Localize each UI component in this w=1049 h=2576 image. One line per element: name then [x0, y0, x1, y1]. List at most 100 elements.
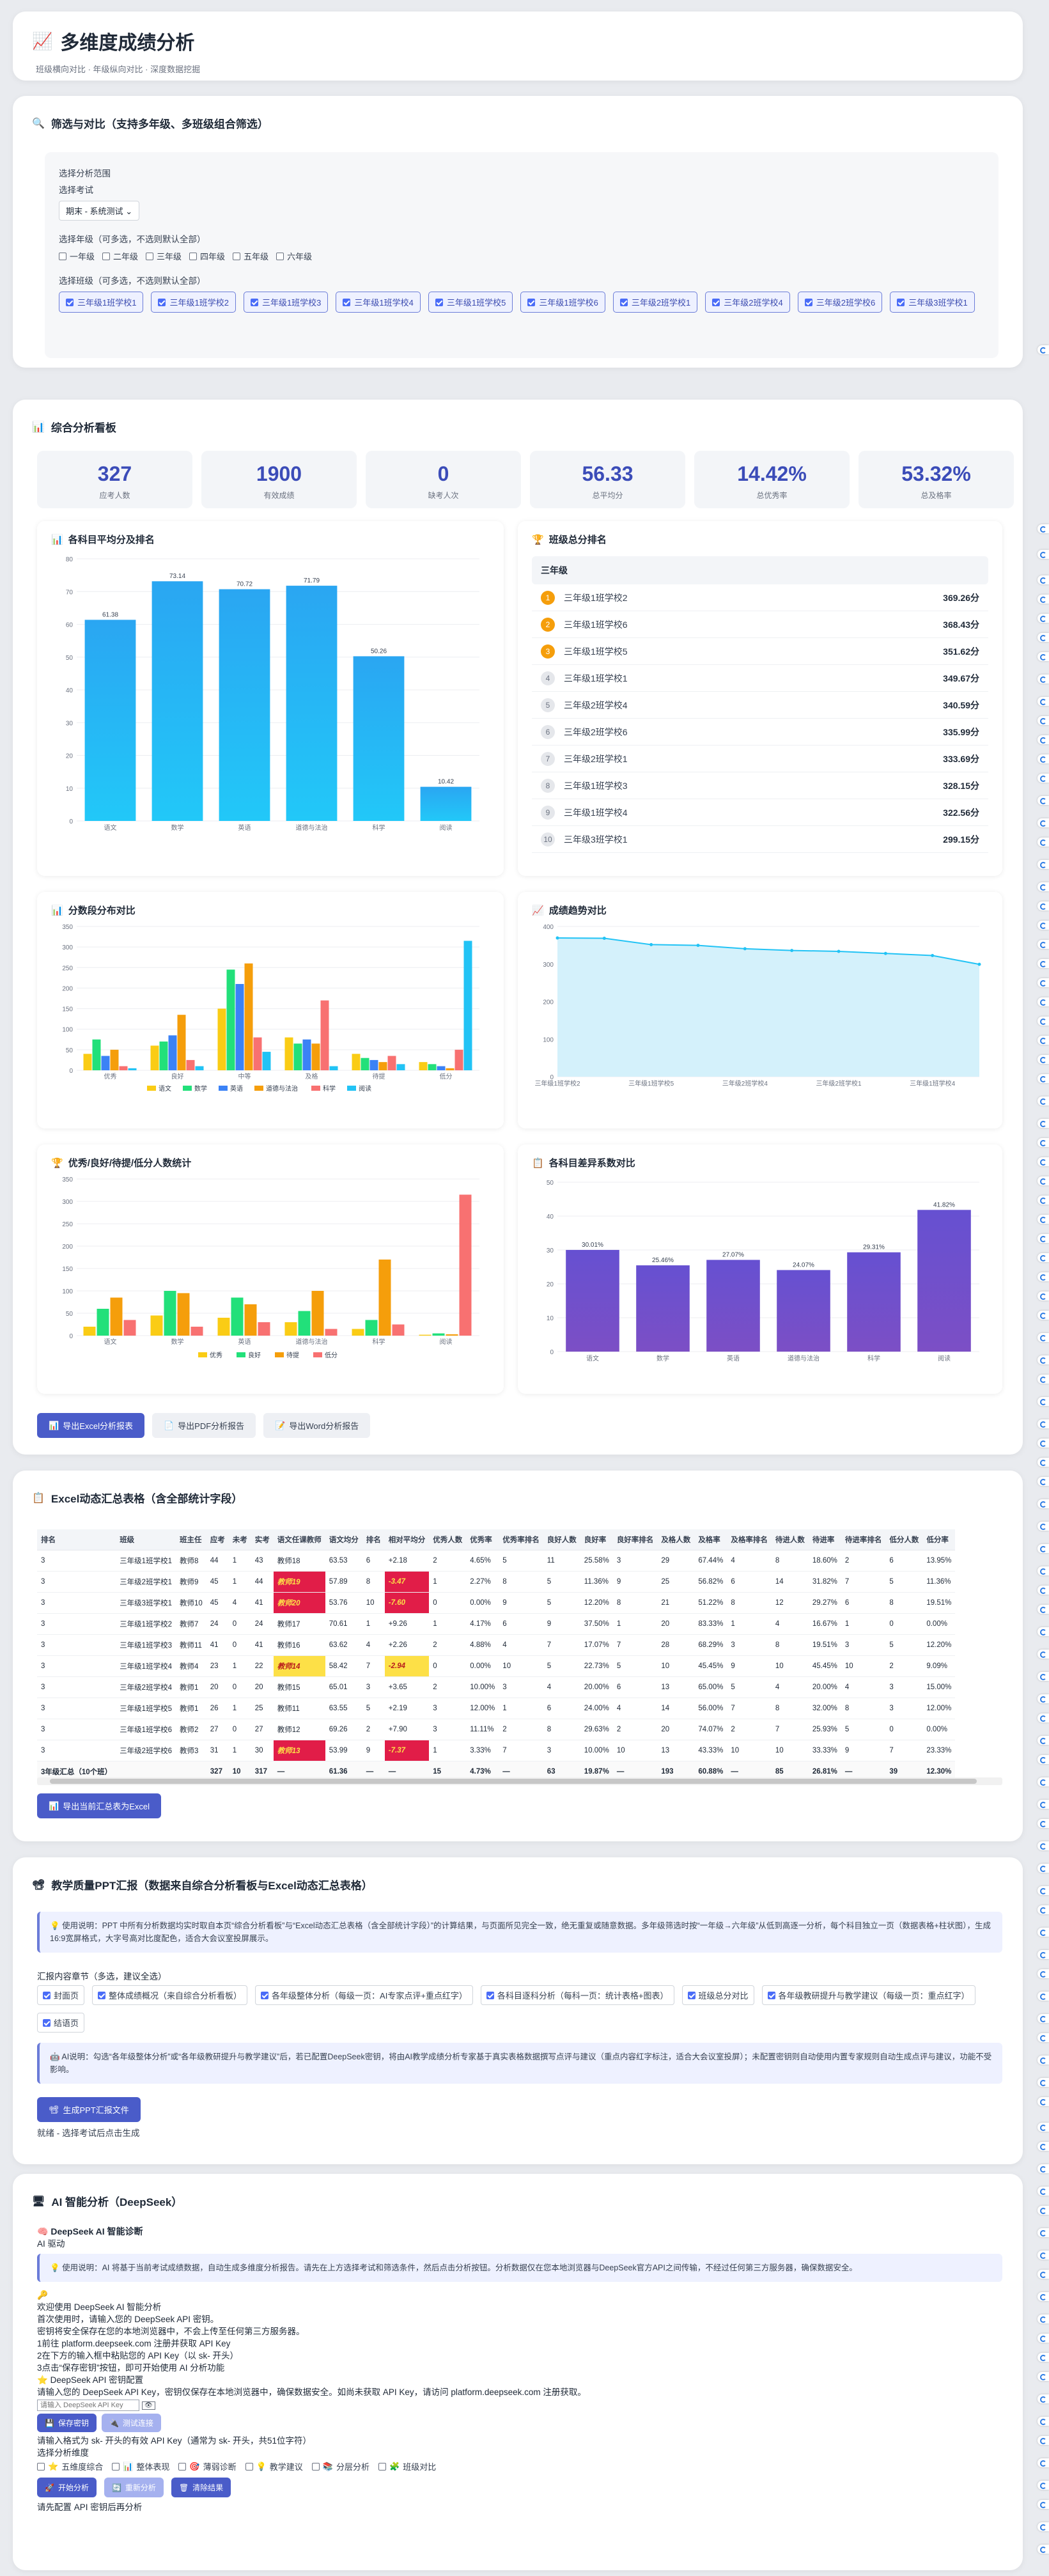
refresh-icon[interactable] [1037, 940, 1049, 949]
refresh-icon[interactable] [1037, 652, 1049, 661]
class-pill[interactable]: 三年级1班学校1 [59, 292, 144, 313]
refresh-icon[interactable] [1037, 1905, 1049, 1914]
refresh-icon[interactable] [1037, 2545, 1049, 2554]
refresh-icon[interactable] [1037, 2481, 1049, 2490]
refresh-icon[interactable] [1037, 1627, 1049, 1636]
refresh-icon[interactable] [1037, 1886, 1049, 1895]
grade-checkbox[interactable]: 二年级 [102, 250, 138, 262]
table-header[interactable]: 语文均分 [325, 1529, 362, 1550]
eye-icon[interactable]: 👁 [142, 2401, 155, 2410]
table-header[interactable]: 优秀率 [466, 1529, 499, 1550]
refresh-icon[interactable] [1037, 1253, 1049, 1262]
ppt-option-checkbox[interactable]: 各科目逐科分析（每科一页：统计表格+图表） [480, 1985, 674, 2005]
refresh-icon[interactable] [1037, 959, 1049, 968]
refresh-icon[interactable] [1037, 1138, 1049, 1147]
export-table-button[interactable]: 📊 导出当前汇总表为Excel [37, 1793, 161, 1818]
ppt-option-checkbox[interactable]: 班级总分对比 [681, 1985, 754, 2005]
table-header[interactable]: 优秀率排名 [499, 1529, 543, 1550]
refresh-icon[interactable] [1037, 614, 1049, 623]
refresh-icon[interactable] [1037, 1196, 1049, 1205]
refresh-icon[interactable] [1037, 2500, 1049, 2509]
grade-checkbox[interactable]: 三年级 [146, 250, 182, 262]
refresh-icon[interactable] [1037, 1522, 1049, 1531]
api-key-input[interactable] [37, 2400, 139, 2411]
generate-ppt-button[interactable]: 📽 生成PPT汇报文件 [37, 2097, 141, 2122]
class-pill[interactable]: 三年级1班学校3 [243, 292, 329, 313]
refresh-icon[interactable] [1037, 2228, 1049, 2237]
refresh-icon[interactable] [1037, 1586, 1049, 1595]
table-header[interactable]: 班主任 [175, 1529, 206, 1550]
export-excel-button[interactable]: 📊 导出Excel分析报表 [37, 1413, 144, 1438]
table-header[interactable]: 排名 [362, 1529, 385, 1550]
grade-checkbox[interactable]: 五年级 [233, 250, 268, 262]
refresh-icon[interactable] [1037, 2014, 1049, 2023]
ppt-option-checkbox[interactable]: 各年级教研提升与教学建议（每级一页：重点红字） [761, 1985, 975, 2005]
refresh-icon[interactable] [1037, 1311, 1049, 1320]
refresh-icon[interactable] [1037, 697, 1049, 706]
save-key-button[interactable]: 💾 保存密钥 [37, 2414, 97, 2432]
refresh-icon[interactable] [1037, 1458, 1049, 1467]
refresh-icon[interactable] [1037, 1544, 1049, 1553]
scrollbar-thumb[interactable] [50, 1779, 977, 1784]
ai-dim-option[interactable]: 🧩 班级对比 [378, 2460, 436, 2472]
class-pill[interactable]: 三年级1班学校4 [336, 292, 421, 313]
class-pill[interactable]: 三年级2班学校4 [705, 292, 790, 313]
table-header[interactable]: 语文任课教师 [273, 1529, 325, 1550]
refresh-icon[interactable] [1037, 1375, 1049, 1384]
refresh-icon[interactable] [1037, 1777, 1049, 1786]
refresh-icon[interactable] [1037, 1992, 1049, 2001]
start-analysis-button[interactable]: 🚀 开始分析 [37, 2478, 97, 2497]
ppt-option-checkbox[interactable]: 各年级整体分析（每级一页：AI专家点评+重点红字） [255, 1985, 473, 2005]
ai-dim-option[interactable]: 📊 整体表现 [112, 2460, 169, 2472]
table-header[interactable]: 相对平均分 [384, 1529, 430, 1550]
class-pill[interactable]: 三年级1班学校6 [520, 292, 605, 313]
table-header[interactable]: 待进率 [808, 1529, 841, 1550]
class-pill[interactable]: 三年级3班学校1 [890, 292, 975, 313]
refresh-icon[interactable] [1037, 796, 1049, 805]
table-wrapper[interactable]: 排名 班级 班主任 应考 未考 实考 语文任课教师 语文均分 排名 相对平均分 优秀人数 优秀率 优秀率… [37, 1529, 1002, 1783]
refresh-icon[interactable] [1037, 1355, 1049, 1364]
table-header[interactable]: 待进率排名 [841, 1529, 886, 1550]
refresh-icon[interactable] [1037, 1215, 1049, 1224]
refresh-icon[interactable] [1037, 2292, 1049, 2301]
refresh-icon[interactable] [1037, 633, 1049, 642]
refresh-icon[interactable] [1037, 997, 1049, 1006]
table-header[interactable]: 及格率排名 [727, 1529, 772, 1550]
refresh-icon[interactable] [1037, 1397, 1049, 1406]
refresh-icon[interactable] [1037, 838, 1049, 847]
table-header[interactable]: 低分率 [922, 1529, 956, 1550]
grade-checkbox[interactable]: 六年级 [276, 250, 312, 262]
refresh-icon[interactable] [1037, 2251, 1049, 2260]
ai-dim-option[interactable]: 📚 分层分析 [311, 2460, 369, 2472]
refresh-icon[interactable] [1037, 774, 1049, 783]
table-header[interactable]: 良好人数 [543, 1529, 580, 1550]
table-header[interactable]: 班级 [116, 1529, 176, 1550]
class-pill[interactable]: 三年级2班学校1 [612, 292, 698, 313]
table-header[interactable]: 应考 [206, 1529, 229, 1550]
ppt-option-checkbox[interactable]: 结语页 [37, 2013, 85, 2033]
refresh-icon[interactable] [1037, 1969, 1049, 1978]
class-pill[interactable]: 三年级1班学校2 [151, 292, 236, 313]
refresh-icon[interactable] [1037, 2417, 1049, 2426]
refresh-icon[interactable] [1037, 550, 1049, 559]
grade-checkbox[interactable]: 一年级 [59, 250, 95, 262]
refresh-icon[interactable] [1037, 524, 1049, 533]
refresh-icon[interactable] [1037, 1736, 1049, 1745]
refresh-icon[interactable] [1037, 2353, 1049, 2362]
refresh-icon[interactable] [1037, 1841, 1049, 1850]
table-header[interactable]: 待进人数 [771, 1529, 809, 1550]
refresh-icon[interactable] [1037, 1694, 1049, 1703]
refresh-icon[interactable] [1037, 1477, 1049, 1486]
refresh-icon[interactable] [1037, 1036, 1049, 1045]
table-header[interactable]: 及格率 [694, 1529, 727, 1550]
ai-dim-option[interactable]: ⭐ 五维度综合 [37, 2460, 103, 2472]
refresh-icon[interactable] [1037, 1439, 1049, 1448]
refresh-icon[interactable] [1037, 2097, 1049, 2106]
refresh-icon[interactable] [1037, 882, 1049, 891]
class-pill[interactable]: 三年级2班学校6 [797, 292, 883, 313]
refresh-icon[interactable] [1037, 2458, 1049, 2467]
refresh-icon[interactable] [1037, 1819, 1049, 1828]
ppt-option-checkbox[interactable]: 整体成绩概况（来自综合分析看板） [92, 1985, 248, 2005]
grade-checkbox[interactable]: 四年级 [189, 250, 225, 262]
refresh-icon[interactable] [1037, 1650, 1049, 1659]
